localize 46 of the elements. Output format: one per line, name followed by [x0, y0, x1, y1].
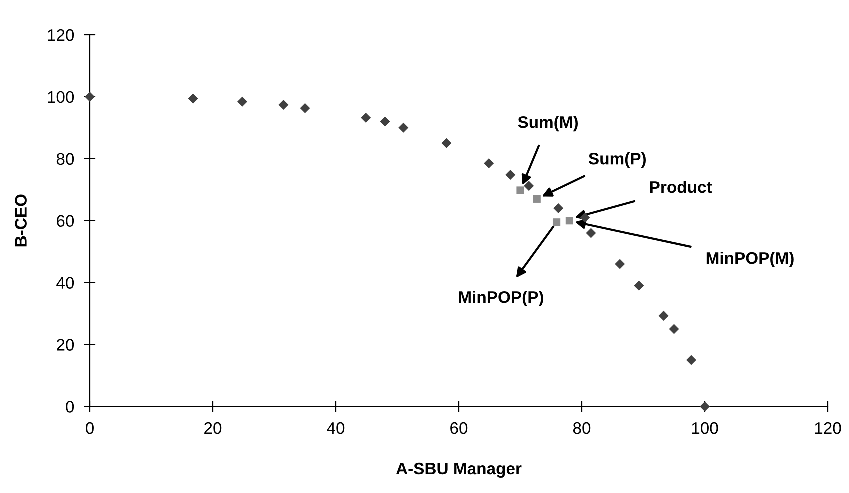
point — [484, 158, 494, 169]
point — [554, 203, 564, 214]
point — [300, 103, 310, 114]
point — [380, 116, 390, 127]
annotation: MinPOP(P) — [459, 291, 544, 307]
point — [686, 355, 696, 366]
point — [188, 94, 198, 104]
point — [615, 259, 626, 270]
x-tick-label: 80 — [573, 422, 591, 434]
annotation: Sum(P) — [588, 152, 646, 168]
point — [442, 138, 452, 148]
point — [524, 181, 534, 192]
x-tick-label: 40 — [327, 422, 345, 434]
point — [533, 195, 541, 203]
point — [669, 324, 680, 334]
point — [278, 100, 289, 110]
point — [634, 280, 644, 291]
x-tick-label: 60 — [450, 422, 468, 434]
point — [361, 113, 372, 124]
y-tick-label: 80 — [56, 153, 74, 166]
point — [658, 310, 669, 321]
y-tick-label: 120 — [48, 29, 74, 42]
annotation: Sum(M) — [518, 116, 578, 132]
x-axis-title: A-SBU Manager — [396, 462, 522, 478]
annotation: Product — [650, 180, 712, 194]
point — [566, 217, 574, 225]
x-tick-label: 0 — [86, 422, 94, 434]
point — [398, 122, 409, 133]
annotation: MinPOP(M) — [706, 252, 794, 268]
y-tick-label: 0 — [66, 401, 74, 413]
point — [84, 92, 96, 102]
point — [516, 186, 524, 194]
y-tick-label: 20 — [57, 339, 74, 351]
x-tick-label: 20 — [204, 422, 222, 434]
point — [580, 212, 590, 223]
point — [552, 218, 561, 226]
x-tick-label: 120 — [815, 422, 842, 434]
y-tick-label: 60 — [57, 215, 74, 228]
x-tick-label: 100 — [692, 422, 718, 434]
y-tick-label: 40 — [56, 277, 74, 290]
point — [700, 402, 710, 412]
y-axis-title: B-CEO — [15, 194, 27, 247]
point — [238, 96, 248, 107]
point — [506, 170, 516, 180]
point — [586, 228, 596, 238]
y-tick-label: 100 — [48, 91, 74, 104]
